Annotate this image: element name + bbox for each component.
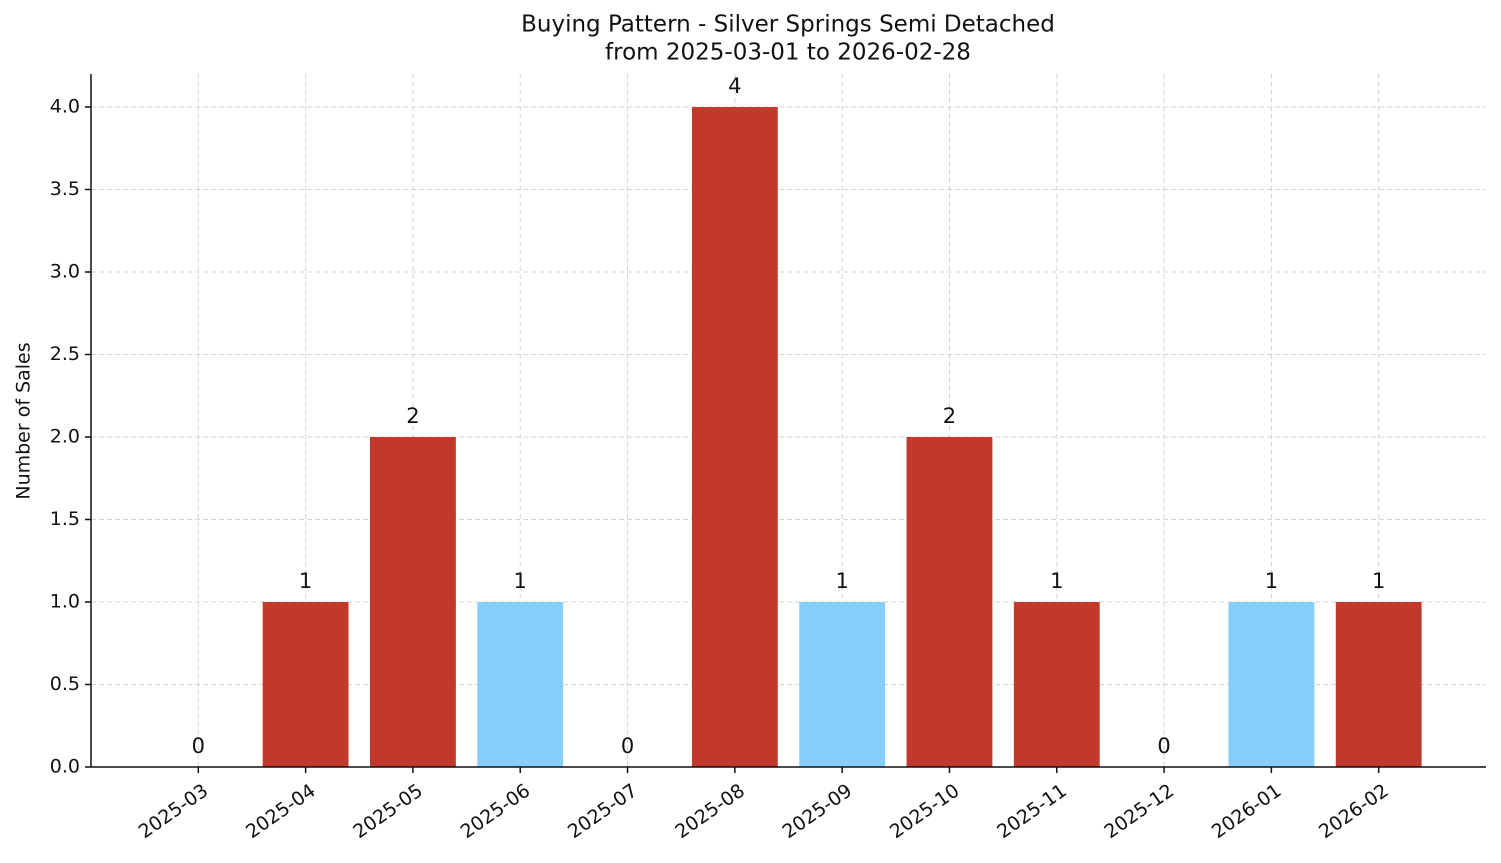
data-label: 4	[728, 74, 741, 98]
bar	[1335, 602, 1422, 767]
x-tick-label: 2025-12	[1100, 780, 1178, 844]
y-tick-label: 0.0	[50, 756, 80, 778]
y-tick-label: 4.0	[50, 96, 80, 118]
data-label: 0	[621, 734, 634, 758]
x-tick-label: 2025-03	[135, 780, 213, 844]
data-label: 1	[1050, 569, 1063, 593]
bar	[1013, 602, 1100, 767]
y-axis-label: Number of Sales	[13, 342, 35, 499]
bar	[1228, 602, 1315, 767]
y-tick-label: 2.5	[50, 343, 80, 365]
bar	[262, 602, 349, 767]
bar	[370, 437, 456, 767]
x-tick-label: 2025-04	[242, 780, 320, 844]
x-tick-label: 2025-08	[671, 780, 749, 844]
data-label: 1	[1265, 569, 1278, 593]
data-label: 1	[299, 569, 312, 593]
bar	[691, 107, 778, 767]
x-tick-label: 2025-06	[457, 780, 535, 844]
bar	[799, 602, 886, 767]
y-tick-label: 3.5	[50, 178, 80, 200]
data-label: 0	[1157, 734, 1170, 758]
x-tick-label: 2026-01	[1208, 780, 1286, 844]
y-tick-label: 3.0	[50, 261, 80, 283]
y-tick-label: 0.5	[50, 673, 80, 695]
data-label: 0	[192, 734, 205, 758]
data-label: 1	[1372, 569, 1385, 593]
data-label: 1	[514, 569, 527, 593]
y-tick-label: 1.0	[50, 591, 80, 613]
bar	[906, 437, 993, 767]
x-tick-label: 2026-02	[1315, 780, 1393, 844]
x-tick-label: 2025-10	[886, 780, 964, 844]
x-tick-label: 2025-05	[349, 780, 427, 844]
bar	[477, 602, 564, 767]
x-tick-label: 2025-11	[993, 780, 1071, 844]
chart-title: Buying Pattern - Silver Springs Semi Det…	[521, 12, 1055, 38]
chart-subtitle: from 2025-03-01 to 2026-02-28	[605, 40, 971, 66]
data-label: 1	[835, 569, 848, 593]
y-tick-label: 2.0	[50, 426, 80, 448]
data-label: 2	[943, 404, 956, 428]
x-tick-label: 2025-07	[564, 780, 642, 844]
data-label: 2	[406, 404, 419, 428]
x-tick-label: 2025-09	[779, 780, 857, 844]
y-tick-label: 1.5	[50, 508, 80, 530]
